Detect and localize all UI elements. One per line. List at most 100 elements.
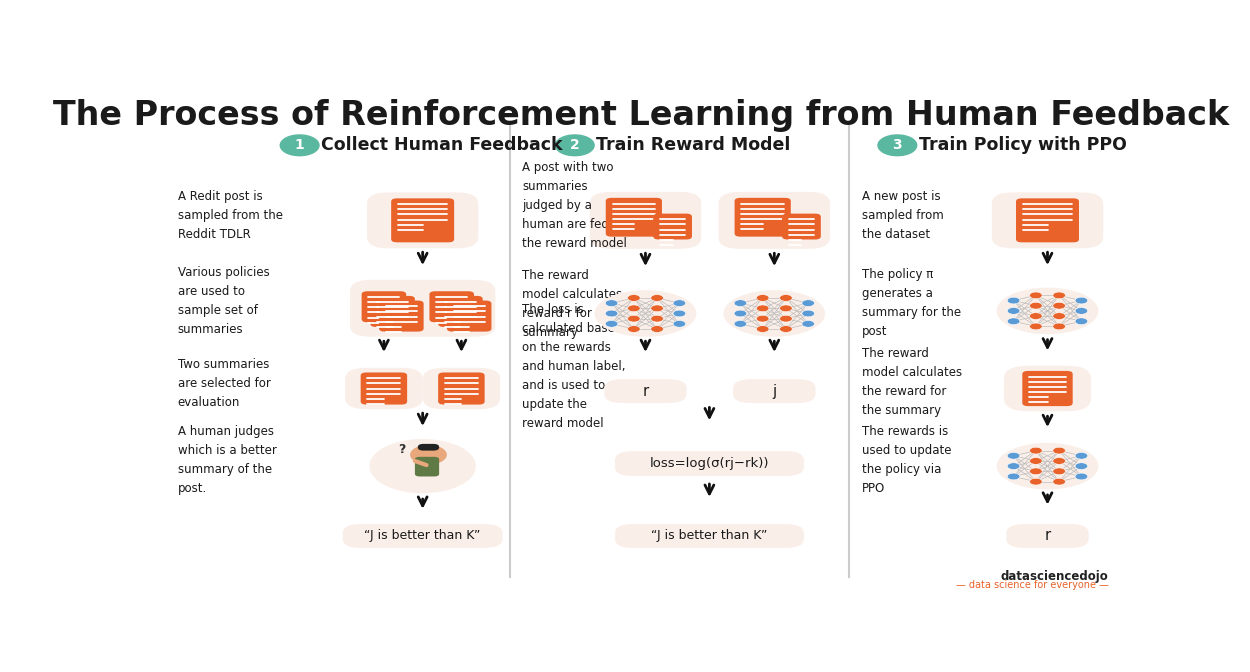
FancyBboxPatch shape — [734, 379, 815, 403]
Text: The reward
model calculates
reward r for each
summary: The reward model calculates reward r for… — [522, 269, 625, 339]
Circle shape — [780, 294, 792, 301]
FancyBboxPatch shape — [370, 296, 415, 327]
Circle shape — [1030, 302, 1042, 309]
Circle shape — [628, 315, 640, 322]
Circle shape — [651, 326, 664, 333]
Circle shape — [1052, 458, 1065, 464]
FancyBboxPatch shape — [590, 192, 701, 249]
FancyBboxPatch shape — [606, 198, 662, 237]
Text: A post with two
summaries
judged by a
human are fed in
the reward model: A post with two summaries judged by a hu… — [522, 161, 628, 251]
FancyBboxPatch shape — [361, 291, 406, 323]
Circle shape — [605, 321, 618, 327]
Circle shape — [802, 300, 815, 306]
Circle shape — [780, 315, 792, 322]
Text: “J is better than K”: “J is better than K” — [365, 530, 481, 542]
Text: loss=log(σ(rj−rk)): loss=log(σ(rj−rk)) — [650, 457, 769, 470]
Text: “J is better than K”: “J is better than K” — [651, 530, 768, 542]
Circle shape — [780, 326, 792, 333]
Circle shape — [756, 294, 769, 301]
FancyBboxPatch shape — [439, 372, 485, 405]
FancyBboxPatch shape — [1006, 524, 1089, 548]
Circle shape — [1075, 318, 1088, 325]
FancyBboxPatch shape — [422, 368, 500, 409]
Ellipse shape — [724, 290, 825, 337]
Circle shape — [1030, 312, 1042, 319]
FancyBboxPatch shape — [415, 457, 439, 476]
FancyBboxPatch shape — [361, 372, 408, 405]
Text: The Process of Reinforcement Learning from Human Feedback: The Process of Reinforcement Learning fr… — [52, 99, 1229, 132]
FancyBboxPatch shape — [735, 198, 791, 237]
Text: datasciencedojo: datasciencedojo — [1001, 570, 1109, 583]
Circle shape — [1075, 308, 1088, 314]
Text: j: j — [772, 384, 776, 398]
FancyBboxPatch shape — [350, 280, 495, 337]
Circle shape — [878, 135, 916, 156]
Ellipse shape — [996, 288, 1099, 334]
Text: — data science for everyone —: — data science for everyone — — [956, 580, 1109, 589]
Ellipse shape — [595, 290, 696, 337]
FancyBboxPatch shape — [1016, 198, 1079, 243]
FancyBboxPatch shape — [391, 198, 454, 243]
FancyBboxPatch shape — [615, 451, 804, 476]
FancyBboxPatch shape — [448, 300, 491, 331]
Text: Various policies
are used to
sample set of
summaries: Various policies are used to sample set … — [177, 265, 269, 335]
FancyBboxPatch shape — [719, 192, 830, 249]
Text: 1: 1 — [295, 138, 305, 153]
Circle shape — [605, 310, 618, 317]
FancyBboxPatch shape — [991, 192, 1104, 248]
Circle shape — [1008, 473, 1020, 480]
Circle shape — [1030, 458, 1042, 464]
Circle shape — [628, 326, 640, 333]
FancyBboxPatch shape — [342, 524, 502, 548]
Circle shape — [802, 310, 815, 317]
FancyBboxPatch shape — [368, 192, 479, 248]
Circle shape — [1052, 323, 1065, 330]
Circle shape — [756, 305, 769, 312]
Circle shape — [1008, 297, 1020, 304]
Circle shape — [734, 310, 746, 317]
Text: Two summaries
are selected for
evaluation: Two summaries are selected for evaluatio… — [177, 358, 270, 409]
FancyBboxPatch shape — [1022, 371, 1072, 406]
Text: The rewards is
used to update
the policy via
PPO: The rewards is used to update the policy… — [861, 425, 951, 495]
Circle shape — [1052, 302, 1065, 309]
Circle shape — [756, 315, 769, 322]
Text: The policy π
generates a
summary for the
post: The policy π generates a summary for the… — [861, 268, 961, 338]
Circle shape — [410, 445, 447, 464]
Circle shape — [1075, 473, 1088, 480]
Circle shape — [1075, 463, 1088, 470]
FancyBboxPatch shape — [439, 296, 483, 327]
Text: Train Policy with PPO: Train Policy with PPO — [919, 136, 1126, 155]
Circle shape — [628, 305, 640, 312]
FancyBboxPatch shape — [379, 300, 424, 331]
Circle shape — [605, 300, 618, 306]
Circle shape — [1075, 297, 1088, 304]
Circle shape — [802, 321, 815, 327]
Circle shape — [734, 321, 746, 327]
FancyBboxPatch shape — [345, 368, 423, 409]
Circle shape — [555, 135, 594, 156]
Circle shape — [651, 305, 664, 312]
FancyBboxPatch shape — [604, 379, 686, 403]
Circle shape — [1052, 478, 1065, 485]
Circle shape — [628, 294, 640, 301]
Circle shape — [756, 326, 769, 333]
Circle shape — [1030, 448, 1042, 454]
Circle shape — [1052, 448, 1065, 454]
Circle shape — [1030, 292, 1042, 299]
FancyBboxPatch shape — [418, 444, 439, 451]
Text: r: r — [1045, 528, 1050, 544]
Circle shape — [1030, 478, 1042, 485]
Text: Collect Human Feedback: Collect Human Feedback — [321, 136, 562, 155]
Circle shape — [672, 321, 686, 327]
Circle shape — [1052, 312, 1065, 319]
FancyBboxPatch shape — [782, 214, 821, 239]
Text: The loss is
calculated based
on the rewards
and human label,
and is used to
upda: The loss is calculated based on the rewa… — [522, 303, 626, 430]
Circle shape — [1008, 308, 1020, 314]
Circle shape — [1008, 463, 1020, 470]
FancyBboxPatch shape — [654, 214, 692, 239]
Circle shape — [1008, 452, 1020, 459]
Circle shape — [280, 135, 319, 156]
Circle shape — [1030, 468, 1042, 474]
Text: Train Reward Model: Train Reward Model — [596, 136, 790, 155]
Text: 3: 3 — [892, 138, 902, 153]
